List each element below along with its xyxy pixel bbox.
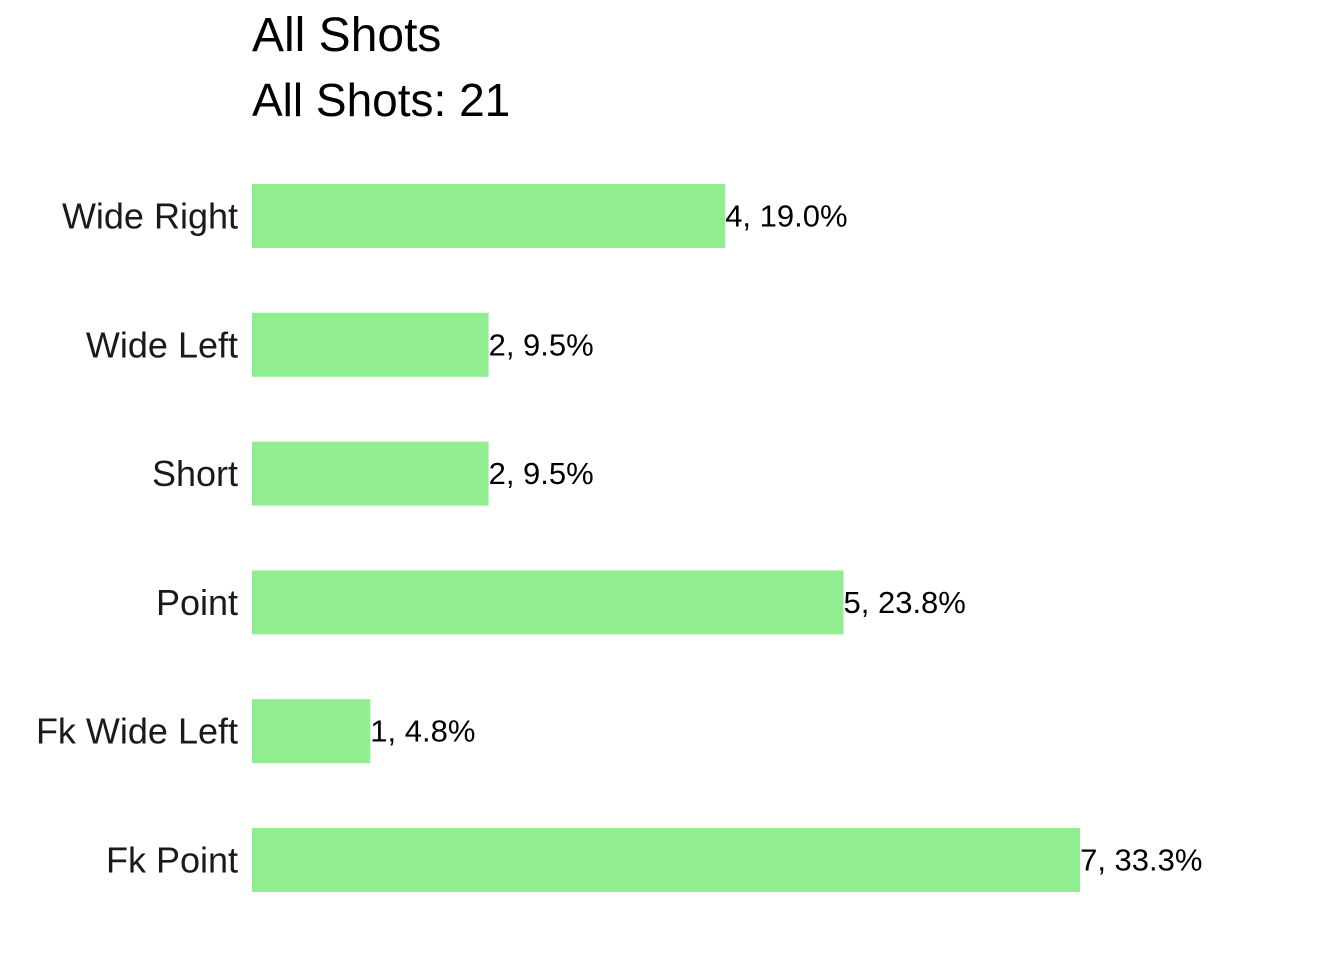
- category-label: Short: [152, 453, 238, 494]
- bar-wide-left: [252, 312, 489, 377]
- category-label: Fk Wide Left: [36, 711, 238, 752]
- chart-title: All Shots: [252, 9, 442, 62]
- category-label: Point: [156, 582, 238, 623]
- bar-point: [252, 570, 844, 635]
- data-label: 2, 9.5%: [489, 456, 594, 491]
- data-label: 1, 4.8%: [370, 714, 475, 749]
- data-label: 5, 23.8%: [844, 585, 966, 620]
- data-label: 4, 19.0%: [725, 199, 847, 234]
- bar-short: [252, 441, 489, 506]
- category-label: Fk Point: [106, 840, 238, 881]
- category-label: Wide Left: [86, 324, 238, 365]
- chart-subtitle: All Shots: 21: [252, 74, 511, 126]
- category-label: Wide Right: [62, 196, 238, 237]
- data-label: 7, 33.3%: [1080, 843, 1202, 878]
- bar-wide-right: [252, 184, 726, 248]
- data-label: 2, 9.5%: [489, 327, 594, 362]
- bar-fk-point: [252, 828, 1081, 892]
- bar-fk-wide-left: [252, 699, 371, 764]
